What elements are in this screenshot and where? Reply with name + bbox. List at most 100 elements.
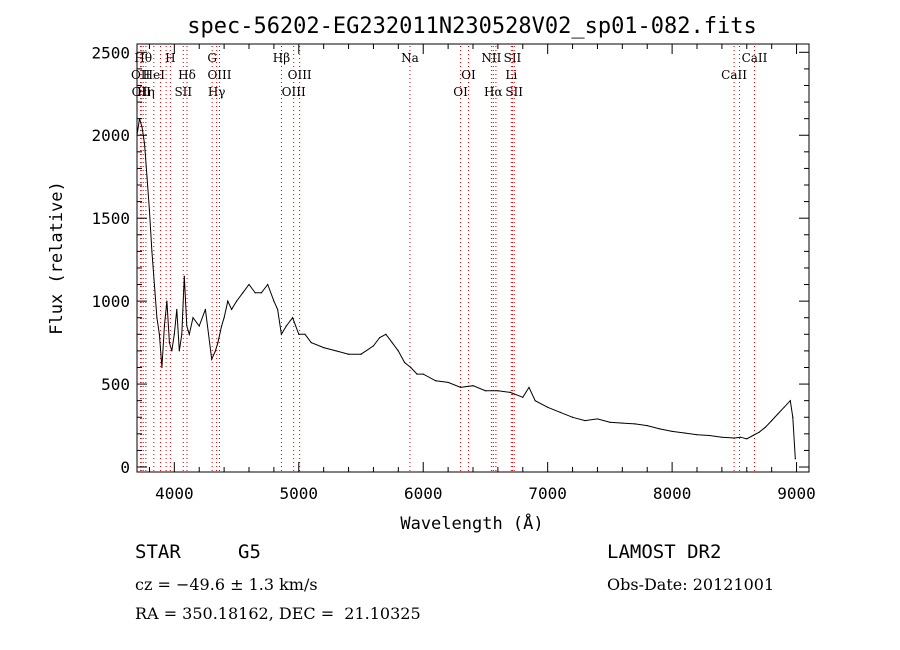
spectrum-point [248, 283, 250, 286]
spectrum-point [285, 325, 287, 327]
spectral-line-label: H [165, 51, 175, 65]
spectrum-point [794, 458, 796, 460]
spectrum-point [304, 333, 306, 335]
spectrum-point [397, 350, 399, 352]
spectrum-point [267, 283, 269, 286]
spectrum-point [683, 432, 686, 434]
survey-name: LAMOST DR2 [607, 541, 722, 563]
spectrum-point [752, 434, 754, 437]
x-tick-label: 9000 [777, 484, 816, 503]
spectrum-point [777, 413, 779, 415]
spectrum-point [646, 424, 648, 427]
spectrum-point [634, 423, 636, 425]
spectrum-point [335, 350, 337, 352]
spectrum-point [391, 342, 393, 344]
x-tick-label: 5000 [280, 484, 319, 503]
spectrum-point [204, 308, 207, 311]
spectrum-point [242, 292, 244, 294]
y-tick-label: 2500 [91, 43, 130, 62]
spectrum-point [153, 283, 156, 286]
spectrum-point [163, 325, 165, 327]
spectral-line-label: SII [505, 85, 523, 99]
spectrum-point [789, 400, 791, 402]
spectrum-point [659, 428, 661, 430]
plot-frame [136, 43, 810, 473]
spectrum-point [260, 292, 263, 294]
object-class: STAR [135, 541, 181, 563]
chart-title: spec-56202-EG232011N230528V02_sp01-082.f… [187, 14, 757, 39]
spectrum-point [547, 406, 549, 408]
x-tick-label: 7000 [528, 484, 567, 503]
spectral-line-label: CaII [742, 51, 768, 65]
y-tick-label: 0 [120, 458, 130, 477]
spectrum-point [571, 416, 574, 418]
spectral-line-label: NII [481, 51, 501, 65]
spectrum-point [447, 381, 449, 384]
spectrum-point [214, 350, 216, 352]
spectral-line-labels: OII OII Hθ Hη HeI HHδ SII G Hγ OIII Hβ OIII OIII Na OI… [131, 51, 768, 99]
spectrum-point [764, 426, 767, 428]
spectrum-point [422, 373, 424, 375]
axis-ticks: 4000 5000 6000 7000 8000 9000 0 500 1000 1500 2000… [91, 43, 815, 503]
spectrum-point [472, 385, 474, 387]
spectral-line-markers [140, 46, 755, 472]
spectrum-point [360, 353, 362, 355]
spectrum-point [158, 333, 160, 335]
spectral-line-label: OII [131, 68, 151, 82]
spectrum-point [497, 390, 499, 392]
spectrum-point [721, 436, 723, 438]
spectral-line-label: Na [401, 51, 419, 65]
spectrum-point [217, 342, 219, 344]
redshift-value: cz = −49.6 ± 1.3 km/s [135, 575, 318, 594]
spectrum-point [596, 418, 599, 420]
spectrum-point [181, 333, 183, 335]
spectral-line-label: Hα [484, 85, 503, 99]
spectral-line-label: OIII [288, 68, 312, 82]
spectrum-point [156, 317, 158, 319]
spectrum-point [459, 386, 462, 388]
x-tick-label: 6000 [404, 484, 443, 503]
spectrum-point [254, 292, 256, 294]
spectral-line-label: OIII [207, 68, 231, 82]
spectral-line-label: OII [132, 85, 152, 99]
spectrum-point [410, 366, 412, 369]
spectrum-point [323, 346, 325, 349]
spectrum-point [178, 350, 180, 352]
spectral-line-label: Hγ [208, 85, 226, 99]
spectrum-point [584, 419, 586, 422]
spectrum-point [621, 422, 623, 424]
spectral-line-label: Li [505, 68, 517, 82]
spectrum-point [372, 345, 375, 347]
spectrum-point [161, 366, 163, 369]
spectrum-point [141, 126, 143, 128]
spectrum-point [235, 300, 238, 302]
spectrum-point [522, 396, 524, 398]
spectrum-point [509, 391, 511, 393]
spectrum-point [171, 350, 173, 352]
spectrum-point [609, 421, 611, 423]
y-tick-label: 1500 [91, 209, 130, 228]
spectrum-point [528, 386, 530, 388]
spectral-line-label: OIII [282, 85, 306, 99]
y-tick-label: 2000 [91, 126, 130, 145]
observation-date: Obs-Date: 20121001 [607, 575, 775, 594]
spectrum-point [188, 333, 190, 335]
spectrum-point [151, 250, 153, 252]
spectrum-point [783, 406, 785, 408]
spectrum-point [347, 353, 350, 355]
spectral-line-label: SII [174, 85, 192, 99]
spectrum-point [221, 325, 223, 327]
spectrum-point [277, 308, 279, 311]
spectrum-point [758, 431, 760, 433]
spectrum-point [416, 373, 418, 375]
spectrum-point [771, 419, 773, 422]
spectrum-point [186, 325, 188, 327]
x-tick-label: 4000 [155, 484, 194, 503]
x-tick-label: 8000 [653, 484, 692, 503]
x-axis-label: Wavelength (Å) [400, 512, 543, 534]
spectrum-point [696, 434, 698, 436]
spectral-line-label: SII [504, 51, 522, 65]
spectrum-point [183, 275, 185, 277]
spectral-line-label: Hθ [134, 51, 152, 65]
